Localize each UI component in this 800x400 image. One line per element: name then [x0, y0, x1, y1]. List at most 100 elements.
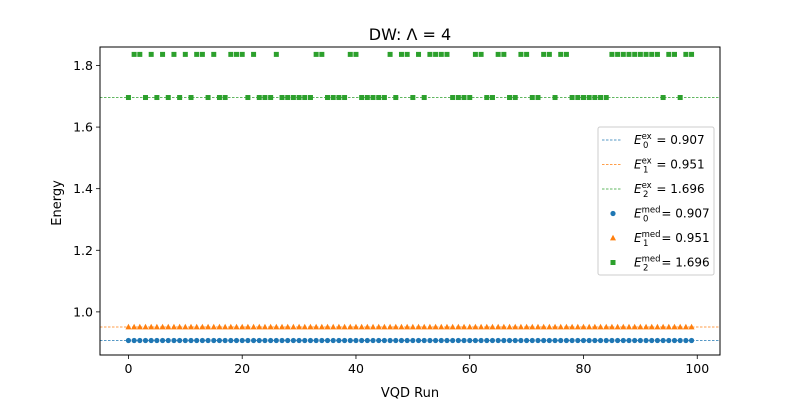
series-2-point: [416, 51, 422, 57]
series-0-point: [603, 337, 609, 344]
series-1-point: [517, 323, 524, 330]
series-2-point: [273, 51, 279, 57]
series-0-point: [364, 337, 370, 344]
series-2-point: [575, 95, 581, 101]
series-2-point: [626, 51, 632, 57]
series-2-point: [518, 51, 524, 57]
series-2-point: [563, 51, 569, 57]
series-0-point: [484, 337, 490, 344]
series-0-point: [688, 337, 695, 344]
series-1-point: [301, 323, 308, 330]
series-1-point: [324, 323, 331, 330]
series-1-point: [307, 323, 314, 330]
series-2-point: [495, 51, 501, 57]
plot-area: 0 20 40 60 80 100 1.0 1.2 1.4 1.6 1.8: [73, 46, 721, 376]
series-2-point: [211, 51, 217, 57]
series-2-point: [598, 95, 604, 101]
series-1-point: [512, 323, 519, 330]
series-1-point: [483, 323, 490, 330]
series-1-point: [523, 323, 530, 330]
series-1-point: [256, 323, 263, 330]
series-0-point: [529, 337, 535, 344]
series-1-point: [170, 323, 177, 330]
series-2-point: [262, 95, 268, 101]
series-1-point: [284, 323, 291, 330]
series-1-point: [176, 323, 183, 330]
series-0-point: [506, 337, 513, 344]
series-1-point: [608, 323, 615, 330]
series-0-point: [615, 337, 621, 344]
legend-entry-median-0-label: Emed 0 = 0.907: [634, 206, 710, 225]
series-1-point: [210, 323, 217, 330]
series-0-point: [398, 337, 405, 344]
series-1-point: [381, 323, 388, 330]
series-2-point: [290, 95, 296, 101]
series-2-point: [484, 95, 490, 101]
series-0-point: [159, 337, 166, 344]
series-2-point: [421, 95, 427, 101]
series-1-point: [188, 323, 195, 330]
series-2-point: [558, 51, 564, 57]
series-0-point: [415, 337, 422, 344]
series-1-point: [296, 323, 303, 330]
series-2-point: [478, 51, 484, 57]
series-1-point: [591, 323, 598, 330]
series-0-point: [228, 337, 234, 344]
series-2-point: [330, 95, 336, 101]
series-1-point: [358, 323, 365, 330]
series-0-point: [404, 337, 410, 344]
series-2-point: [489, 95, 495, 101]
series-0-point: [512, 337, 518, 344]
series-2-point: [677, 95, 683, 101]
series-2-point: [592, 95, 598, 101]
series-0-point: [279, 337, 285, 344]
series-1-point: [620, 323, 627, 330]
series-2-point: [353, 51, 359, 57]
series-2-point: [216, 95, 222, 101]
series-1-point: [387, 323, 394, 330]
series-2-point: [171, 51, 177, 57]
series-2-point: [347, 51, 353, 57]
series-0-point: [148, 337, 154, 344]
series-1-point: [267, 323, 274, 330]
x-tick-label: 0: [124, 361, 132, 376]
series-0-point: [478, 337, 484, 344]
series-1-point: [500, 323, 507, 330]
series-1-point: [495, 323, 502, 330]
series-0-point: [125, 337, 132, 344]
series-1-point: [546, 323, 553, 330]
series-1-point: [352, 323, 359, 330]
series-1-point: [506, 323, 513, 330]
series-2-point: [188, 95, 194, 101]
series-1-point: [364, 323, 371, 330]
series-0-point: [262, 337, 268, 344]
series-0-point: [649, 337, 655, 344]
series-2-point: [376, 95, 382, 101]
series-1-point: [290, 323, 297, 330]
legend-entry-exact-0-label: Eex 0 = 0.907: [634, 132, 705, 151]
series-1-point: [199, 323, 206, 330]
series-0-point: [205, 337, 211, 344]
series-1-point: [216, 323, 223, 330]
series-1-point: [142, 323, 149, 330]
series-1-point: [398, 323, 405, 330]
series-0-point: [552, 337, 558, 344]
series-2-point: [671, 51, 677, 57]
series-0-point: [211, 337, 217, 344]
series-0-point: [569, 337, 575, 344]
series-1-point: [466, 323, 473, 330]
legend-entry-median-0-swatch: [610, 210, 616, 217]
series-1-point: [552, 323, 559, 330]
series-1-point: [671, 323, 678, 330]
series-0-point: [501, 337, 507, 344]
series-1-point: [426, 323, 433, 330]
x-tick-label: 60: [462, 361, 478, 376]
series-1-point: [227, 323, 234, 330]
legend-entry-median-2-swatch: [610, 260, 616, 265]
series-0-point: [199, 337, 205, 344]
series-1-point: [472, 323, 479, 330]
series-2-point: [381, 95, 387, 101]
legend-box: [597, 126, 715, 276]
legend-entry-exact-2-label: Eex 2 = 1.696: [634, 181, 705, 200]
series-0-point: [626, 337, 632, 344]
